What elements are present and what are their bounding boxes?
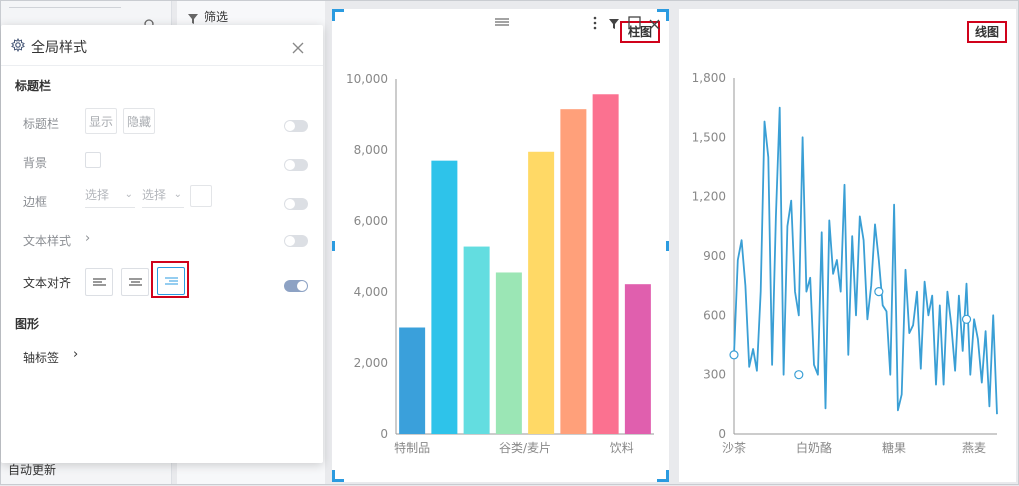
x-tick-label: 白奶酪 [796,440,832,455]
x-tick-label: 谷类/麦片 [499,441,551,455]
section-graphic: 图形 [15,317,40,331]
global-style-panel: 全局样式 标题栏 标题栏 显示 隐藏 背景 边框 选择 ⌄ 选择 ⌄ 文本样式 … [1,25,323,463]
chevron-right-icon[interactable]: › [73,347,79,362]
maximize-icon[interactable] [628,14,641,33]
border-style-select[interactable]: 选择 ⌄ [85,182,135,208]
y-tick-label: 6,000 [354,214,388,228]
y-tick-label: 0 [718,427,726,441]
panel-title: 全局样式 [31,40,87,56]
align-left-button[interactable] [85,268,113,296]
chevron-down-icon: ⌄ [124,189,133,200]
y-tick-label: 1,500 [692,130,726,144]
text-style-label[interactable]: 文本样式 [23,234,72,248]
border-width-select-value: 选择 [142,188,167,202]
selection-handle[interactable] [332,470,335,482]
text-align-label: 文本对齐 [23,276,72,290]
y-tick-label: 2,000 [354,356,388,370]
background-toggle[interactable] [284,159,308,171]
y-tick-label: 1,200 [692,190,726,204]
x-tick-label: 沙茶 [722,440,746,455]
border-label: 边框 [23,195,48,209]
data-point-marker[interactable] [961,314,972,324]
filter-label[interactable]: 筛选 [204,10,229,24]
bar-chart-card[interactable]: 10,000 8,000 6,000 4,000 2,000 0 特制品 谷类/麦片 饮料 柱图 [332,9,669,482]
align-right-highlight-box [151,261,189,298]
title-bar-label: 标题栏 [23,117,60,131]
filter-icon[interactable] [608,15,620,34]
selection-handle[interactable] [666,9,669,21]
title-bar-toggle[interactable] [284,120,308,132]
align-center-button[interactable] [121,268,149,296]
selection-handle[interactable] [657,479,669,482]
text-style-toggle[interactable] [284,235,308,247]
selection-handle[interactable] [666,470,669,482]
chevron-down-icon: ⌄ [173,189,182,200]
bar[interactable] [528,151,555,434]
bar[interactable] [560,109,587,435]
bar-chart: 10,000 8,000 6,000 4,000 2,000 0 特制品 谷类/麦片 饮料 [346,72,654,455]
y-tick-label: 1,800 [692,71,726,85]
selection-handle[interactable] [657,9,669,12]
y-tick-label: 300 [703,368,726,382]
search-input[interactable] [9,3,121,8]
border-width-select[interactable]: 选择 ⌄ [142,182,184,208]
x-tick-label: 特制品 [394,440,430,455]
x-tick-label: 饮料 [610,441,634,455]
auto-update-label[interactable]: 自动更新 [8,463,57,477]
background-color-picker[interactable] [85,152,101,168]
chevron-right-icon[interactable]: › [85,231,91,246]
selection-handle[interactable] [332,479,344,482]
background-label: 背景 [23,156,48,170]
hide-button[interactable]: 隐藏 [123,108,155,134]
y-tick-label: 4,000 [354,285,388,299]
data-point-marker[interactable] [729,350,739,360]
selection-handle[interactable] [332,9,335,21]
border-style-select-value: 选择 [85,188,110,202]
bar[interactable] [624,284,651,434]
y-tick-label: 8,000 [354,143,388,157]
section-title-bar: 标题栏 [15,79,52,93]
bar[interactable] [495,272,522,434]
bar[interactable] [399,327,426,435]
filter-icon [187,10,199,29]
data-point-marker[interactable] [794,370,804,380]
y-tick-label: 10,000 [346,72,388,86]
data-point-marker[interactable] [874,287,884,297]
selection-handle[interactable] [666,241,669,251]
panel-header: 全局样式 [1,25,323,66]
line-chart-card[interactable]: 1,800 1,500 1,200 900 600 300 0 沙茶 白奶酪 糖果 燕麦 线图 [679,9,1016,482]
close-icon[interactable] [292,39,304,58]
x-tick-label: 燕麦 [962,441,986,455]
line-chart: 1,800 1,500 1,200 900 600 300 0沙茶 白奶酪 糖果 燕麦 [692,71,998,455]
series-line[interactable] [733,106,998,415]
more-options-icon[interactable] [593,15,597,34]
y-tick-label: 0 [380,427,388,441]
drag-handle-icon[interactable] [495,11,509,30]
border-toggle[interactable] [284,198,308,210]
bar[interactable] [431,160,458,434]
gear-icon [11,37,25,56]
show-button[interactable]: 显示 [85,108,117,134]
y-tick-label: 600 [703,308,726,322]
axis-label-label[interactable]: 轴标签 [23,351,60,365]
align-right-button[interactable] [157,267,185,295]
close-icon[interactable] [649,15,660,34]
border-color-picker[interactable] [190,185,212,207]
x-tick-label: 糖果 [882,440,906,455]
bar[interactable] [592,94,619,434]
y-tick-label: 900 [703,249,726,263]
text-align-toggle[interactable] [284,280,308,292]
chart-type-label-line: 线图 [967,21,1008,43]
selection-handle[interactable] [332,9,344,12]
bar[interactable] [463,246,490,434]
selection-handle[interactable] [332,241,335,251]
